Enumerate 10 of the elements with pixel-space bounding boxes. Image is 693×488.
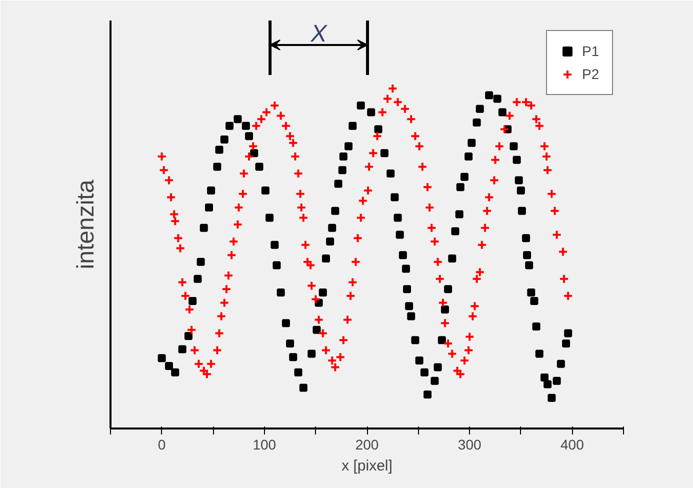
x-axis-title: x [pixel] — [342, 458, 392, 474]
text: X — [310, 20, 328, 48]
legend-label: P1 — [582, 43, 600, 59]
x-tick-label: 200 — [355, 436, 379, 452]
x-tick-label: 100 — [252, 436, 276, 452]
x-tick-label: 400 — [560, 436, 584, 452]
x-tick-label: 0 — [158, 436, 166, 452]
legend-label: P2 — [582, 66, 600, 82]
y-axis-title: intenzita — [72, 179, 100, 270]
x-tick-label: 300 — [458, 436, 482, 452]
